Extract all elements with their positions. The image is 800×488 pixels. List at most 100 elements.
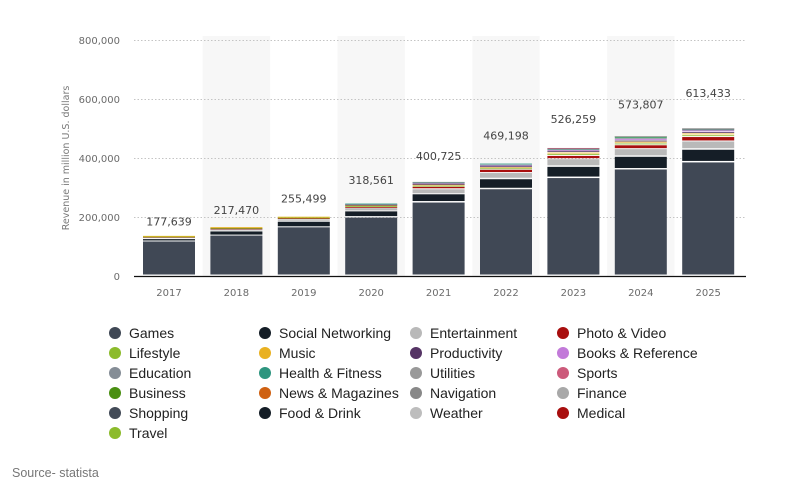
- legend-item[interactable]: Business: [109, 383, 186, 403]
- legend-item[interactable]: Sports: [557, 363, 617, 383]
- legend-item[interactable]: Shopping: [109, 403, 188, 423]
- bar-segment: [143, 235, 195, 237]
- legend-item[interactable]: Navigation: [410, 383, 496, 403]
- bar-segment: [277, 218, 330, 219]
- bar-segment: [412, 183, 465, 185]
- bar-segment: [682, 149, 735, 161]
- bar-segment: [210, 228, 263, 230]
- total-label: 217,470: [214, 204, 260, 217]
- y-axis-ticks: 0 200,000 400,000 600,000 800,000: [79, 36, 120, 283]
- bar-segment: [547, 148, 600, 150]
- legend-swatch-icon: [557, 407, 569, 419]
- bar-segment: [547, 154, 600, 155]
- bar-2020: [345, 203, 398, 275]
- legend-item[interactable]: Food & Drink: [259, 403, 361, 423]
- bar-2021: [412, 181, 465, 275]
- bar-segment: [614, 137, 667, 138]
- legend-swatch-icon: [109, 367, 121, 379]
- legend-item[interactable]: Music: [259, 343, 316, 363]
- legend-swatch-icon: [410, 347, 422, 359]
- legend-item[interactable]: Utilities: [410, 363, 475, 383]
- x-tick-label: 2022: [493, 288, 518, 299]
- bar-segment: [614, 149, 667, 156]
- legend-swatch-icon: [557, 387, 569, 399]
- total-label: 400,725: [416, 150, 462, 163]
- legend-item[interactable]: Social Networking: [259, 323, 391, 343]
- legend-item[interactable]: Lifestyle: [109, 343, 180, 363]
- bar-segment: [682, 137, 735, 141]
- bar-segment: [210, 227, 263, 229]
- bar-segment: [345, 206, 398, 208]
- y-tick-label: 400,000: [79, 154, 120, 165]
- bar-segment: [277, 221, 330, 227]
- bar-2022: [480, 163, 532, 275]
- legend-label: Finance: [577, 385, 627, 401]
- bar-segment: [210, 235, 263, 275]
- legend-swatch-icon: [109, 327, 121, 339]
- legend-swatch-icon: [410, 407, 422, 419]
- legend-swatch-icon: [259, 387, 271, 399]
- bar-segment: [614, 145, 667, 149]
- legend-item[interactable]: Photo & Video: [557, 323, 666, 343]
- bar-2024: [614, 136, 667, 275]
- legend-label: Entertainment: [430, 325, 518, 341]
- bar-2019: [277, 216, 330, 275]
- legend-item[interactable]: Health & Fitness: [259, 363, 382, 383]
- bar-segment: [682, 130, 735, 132]
- bar-segment: [210, 231, 263, 235]
- legend-swatch-icon: [557, 327, 569, 339]
- legend-label: Lifestyle: [129, 345, 181, 361]
- legend-item[interactable]: Finance: [557, 383, 627, 403]
- legend-label: Music: [279, 345, 316, 361]
- legend-label: Business: [129, 385, 186, 401]
- bar-segment: [547, 166, 600, 177]
- bar-segment: [682, 141, 735, 149]
- bar-segment: [412, 194, 465, 202]
- legend-label: Games: [129, 325, 175, 341]
- x-tick-label: 2018: [224, 288, 249, 299]
- legend-swatch-icon: [410, 327, 422, 339]
- legend-swatch-icon: [557, 367, 569, 379]
- bar-segment: [143, 239, 195, 241]
- bar-segment: [277, 219, 330, 221]
- total-labels: 177,639 217,470 255,499 318,561 400,725 469,1…: [146, 87, 731, 229]
- bar-segment: [614, 156, 667, 169]
- bar-segment: [412, 183, 465, 185]
- bar-2025: [682, 128, 735, 275]
- bar-segment: [345, 204, 398, 205]
- legend-label: Utilities: [430, 365, 476, 381]
- x-axis-ticks: 2017 2018 2019 2020 2021 2022 2023 2024 2025: [156, 288, 721, 299]
- bar-segment: [614, 139, 667, 140]
- bar-segment: [682, 162, 735, 275]
- total-label: 255,499: [281, 193, 327, 206]
- bar-segment: [345, 205, 398, 206]
- legend-item[interactable]: Entertainment: [410, 323, 517, 343]
- legend-item[interactable]: Books & Reference: [557, 343, 698, 363]
- legend-label: Productivity: [430, 345, 503, 361]
- y-tick-label: 200,000: [79, 213, 120, 224]
- legend-item[interactable]: Games: [109, 323, 174, 343]
- y-tick-label: 0: [114, 272, 120, 283]
- bar-segment: [345, 206, 398, 207]
- bar-segment: [682, 132, 735, 133]
- bar-segment: [480, 166, 532, 168]
- bar-segment: [345, 203, 398, 205]
- bar-segment: [345, 217, 398, 275]
- y-tick-label: 600,000: [79, 95, 120, 106]
- legend-item[interactable]: Medical: [557, 403, 625, 423]
- legend-item[interactable]: Education: [109, 363, 191, 383]
- bar-segment: [547, 178, 600, 275]
- legend-label: Social Networking: [279, 325, 392, 341]
- legend-item[interactable]: News & Magazines: [259, 383, 399, 403]
- y-tick-label: 800,000: [79, 36, 120, 47]
- legend-label: Food & Drink: [279, 405, 361, 421]
- legend-item[interactable]: Productivity: [410, 343, 502, 363]
- bar-segment: [614, 169, 667, 275]
- legend-swatch-icon: [259, 327, 271, 339]
- bar-segment: [480, 173, 532, 178]
- legend-swatch-icon: [259, 407, 271, 419]
- legend-item[interactable]: Weather: [410, 403, 483, 423]
- bar-segment: [614, 138, 667, 140]
- y-axis-label: Revenue in million U.S. dollars: [61, 86, 72, 231]
- legend-item[interactable]: Travel: [109, 423, 167, 443]
